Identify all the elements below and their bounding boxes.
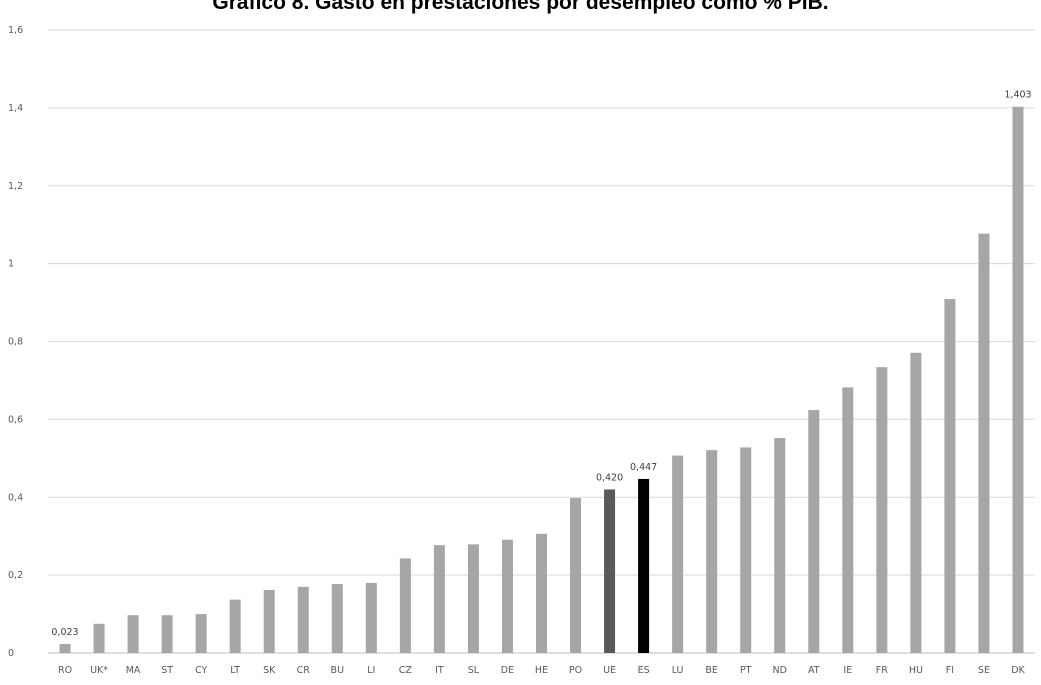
bar-se (978, 233, 990, 653)
x-tick-label: PO (569, 665, 582, 676)
bar-uk (93, 623, 105, 653)
x-tick-label: BE (705, 665, 718, 676)
bar-cy (195, 614, 207, 653)
x-tick-label: UE (603, 665, 616, 676)
data-label: 0,023 (51, 627, 78, 638)
x-tick-label: ND (773, 665, 787, 676)
bar-lu (672, 455, 684, 653)
x-tick-label: DE (501, 665, 514, 676)
y-tick-label: 0,2 (8, 570, 23, 581)
y-tick-label: 0 (8, 648, 14, 659)
bar-pt (740, 447, 752, 653)
y-tick-label: 0,6 (8, 414, 23, 425)
bar-de (501, 539, 513, 653)
y-tick-label: 0,8 (8, 337, 23, 348)
data-label: 1,403 (1004, 90, 1031, 101)
bar-nd (774, 438, 786, 653)
x-tick-label: DK (1011, 665, 1025, 676)
bar-st (161, 615, 173, 653)
x-tick-label: IT (435, 665, 444, 676)
bar-ro (59, 644, 71, 653)
x-tick-label: CZ (399, 665, 413, 676)
bar-fi (944, 299, 956, 653)
bar-lt (229, 599, 241, 653)
data-labels: 0,023 0,420 0,447 1,403 (51, 90, 1031, 638)
x-tick-label: AT (808, 665, 820, 676)
x-tick-label: MA (126, 665, 141, 676)
bar-es (638, 478, 650, 653)
x-tick-label: PT (740, 665, 752, 676)
bar-sk (263, 589, 275, 653)
data-label: 0,420 (596, 472, 623, 483)
bars (59, 106, 1024, 653)
x-tick-label: ST (161, 665, 173, 676)
x-tick-label: UK* (90, 665, 108, 676)
chart-title: Gráfico 8. Gasto en prestaciones por des… (212, 0, 829, 14)
bar-ie (842, 387, 854, 653)
y-tick-label: 1,6 (8, 25, 23, 36)
bar-it (433, 545, 445, 653)
y-axis: 0 0,2 0,4 0,6 0,8 1 1,2 1,4 1,6 (8, 25, 23, 659)
bar-li (365, 582, 377, 653)
x-axis: RO UK* MA ST CY LT SK CR BU LI CZ IT SL DE HE PO UE ES LU B… (58, 665, 1026, 676)
y-tick-label: 1,2 (8, 181, 23, 192)
x-tick-label: LT (230, 665, 240, 676)
y-tick-label: 1 (8, 259, 14, 270)
bar-bu (331, 584, 343, 653)
x-tick-label: FR (876, 665, 888, 676)
x-tick-label: CY (195, 665, 207, 676)
bar-po (570, 498, 582, 653)
bar-be (706, 450, 718, 653)
bar-sl (467, 544, 479, 653)
y-tick-label: 0,4 (8, 492, 23, 503)
x-tick-label: SK (263, 665, 276, 676)
x-tick-label: HE (535, 665, 548, 676)
bar-cz (399, 558, 411, 653)
x-tick-label: ES (638, 665, 650, 676)
x-tick-label: SE (978, 665, 990, 676)
bar-he (536, 533, 547, 653)
data-label: 0,447 (630, 462, 657, 473)
x-tick-label: BU (331, 665, 345, 676)
bar-ue (604, 489, 616, 653)
x-tick-label: LU (672, 665, 684, 676)
y-tick-label: 1,4 (8, 103, 23, 114)
x-tick-label: FI (946, 665, 954, 676)
x-tick-label: RO (58, 665, 72, 676)
bar-at (808, 410, 820, 653)
bar-ma (127, 615, 139, 653)
bar-fr (876, 367, 888, 653)
x-tick-label: SL (468, 665, 480, 676)
x-tick-label: LI (367, 665, 375, 676)
x-tick-label: IE (843, 665, 852, 676)
x-tick-label: CR (297, 665, 311, 676)
bar-hu (910, 352, 922, 653)
bar-dk (1012, 106, 1024, 653)
bar-cr (297, 586, 309, 653)
x-tick-label: HU (909, 665, 923, 676)
